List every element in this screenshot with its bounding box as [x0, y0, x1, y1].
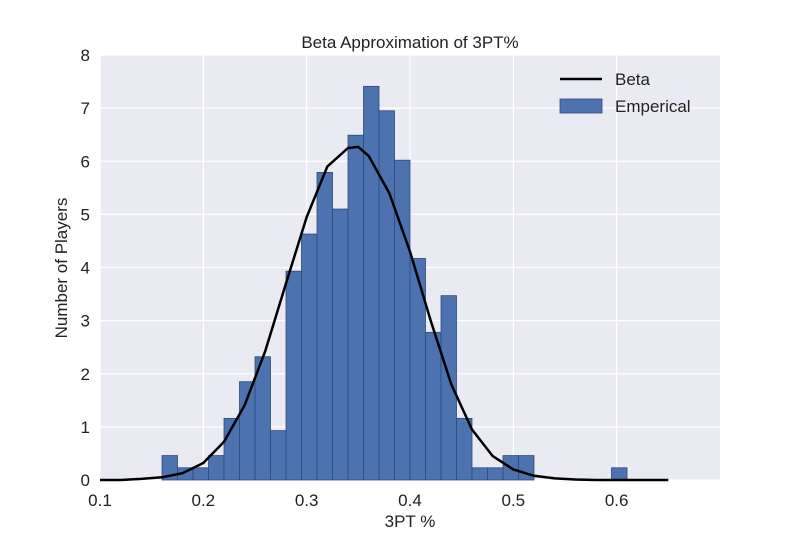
y-tick-label: 1 — [81, 418, 90, 437]
histogram-bar — [378, 110, 395, 481]
histogram-bar — [192, 467, 209, 481]
legend-label-emperical: Emperical — [615, 97, 691, 116]
histogram-bar — [456, 417, 473, 481]
legend: Beta Emperical — [559, 70, 691, 116]
legend-bar-swatch — [559, 98, 603, 114]
histogram-bar — [301, 233, 318, 481]
x-tick-label: 0.4 — [398, 491, 422, 510]
legend-label-beta: Beta — [615, 70, 651, 89]
histogram-bar — [487, 467, 504, 481]
y-tick-label: 4 — [81, 259, 90, 278]
y-tick-label: 6 — [81, 152, 90, 171]
histogram-bar — [394, 159, 411, 481]
histogram-bar — [208, 455, 225, 481]
y-tick-labels: 0 1 2 3 4 5 6 7 8 — [81, 46, 90, 490]
histogram-bar — [471, 467, 488, 481]
y-tick-label: 7 — [81, 99, 90, 118]
x-tick-labels: 0.1 0.2 0.3 0.4 0.5 0.6 — [88, 491, 628, 510]
x-tick-label: 0.5 — [502, 491, 526, 510]
histogram-bar — [270, 430, 287, 481]
beta-curve — [100, 145, 669, 482]
histogram-bar — [440, 295, 457, 481]
y-tick-label: 0 — [81, 471, 90, 490]
beta-line — [100, 145, 669, 482]
histogram-bar — [316, 172, 333, 481]
y-tick-label: 8 — [81, 46, 90, 65]
chart-title: Beta Approximation of 3PT% — [301, 33, 518, 52]
y-tick-label: 2 — [81, 365, 90, 384]
x-axis-title: 3PT % — [385, 512, 436, 531]
x-tick-label: 0.2 — [192, 491, 216, 510]
histogram-bar — [425, 331, 442, 481]
x-tick-label: 0.1 — [88, 491, 112, 510]
histogram-bar — [611, 467, 628, 481]
histogram-bar — [332, 208, 349, 481]
x-tick-label: 0.6 — [605, 491, 629, 510]
y-tick-label: 5 — [81, 205, 90, 224]
histogram-bars — [161, 85, 628, 481]
y-axis-title: Number of Players — [52, 198, 71, 339]
histogram-bar — [347, 134, 364, 481]
histogram-bar — [363, 85, 380, 481]
histogram-bar — [285, 270, 302, 481]
y-tick-label: 3 — [81, 312, 90, 331]
x-tick-label: 0.3 — [295, 491, 319, 510]
